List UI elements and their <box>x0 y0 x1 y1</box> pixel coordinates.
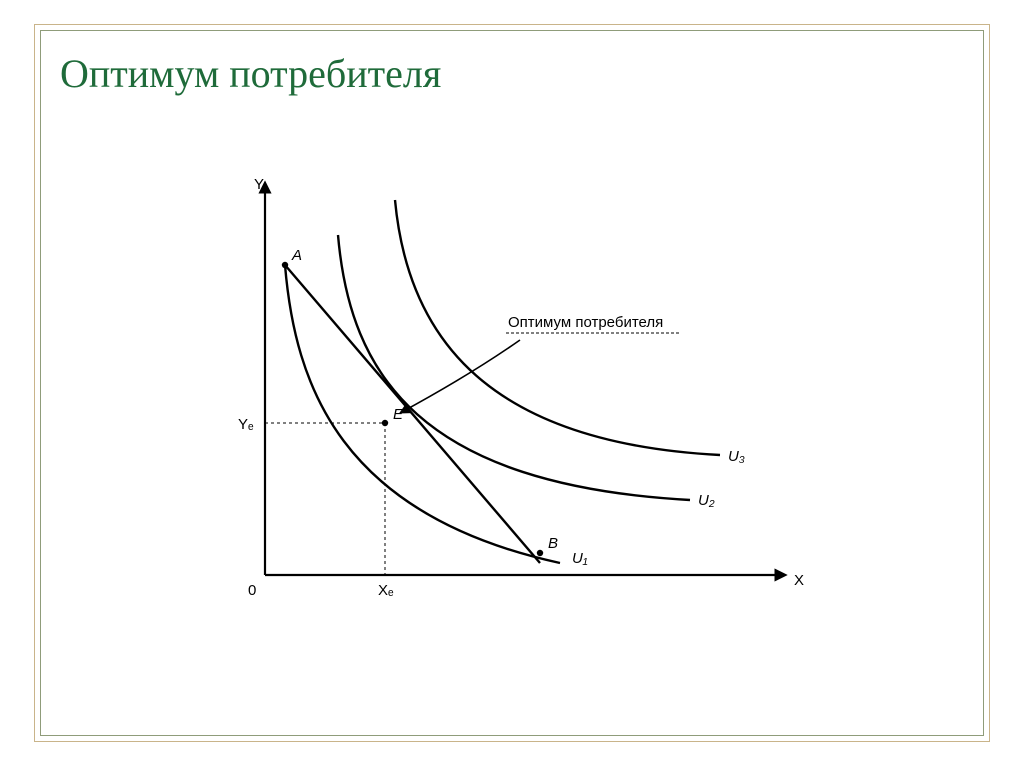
annotation-arrow <box>400 340 520 413</box>
indifference-curve-u1 <box>285 265 560 563</box>
origin-label: 0 <box>248 582 256 599</box>
ye-label: Yₑ <box>238 416 254 433</box>
annotation-text: Оптимум потребителя <box>508 314 663 331</box>
curve-u2-label: U₂ <box>698 492 715 509</box>
consumer-optimum-diagram: Y X 0 A E B Yₑ Xₑ U₁ U₂ U₃ Оптимум потре… <box>190 165 820 615</box>
budget-line <box>285 265 540 563</box>
axis-label-x: X <box>794 572 804 589</box>
curve-u3-label: U₃ <box>728 448 745 465</box>
indifference-curve-u2 <box>338 235 690 500</box>
point-a <box>282 262 288 268</box>
curve-u1-label: U₁ <box>572 550 588 567</box>
point-e <box>382 420 388 426</box>
point-a-label: A <box>291 247 302 264</box>
slide-title: Оптимум потребителя <box>60 50 441 97</box>
axis-label-y: Y <box>254 176 264 193</box>
slide: Оптимум потребителя <box>0 0 1024 767</box>
point-b-label: B <box>548 535 558 552</box>
xe-label: Xₑ <box>378 582 394 599</box>
point-b <box>537 550 543 556</box>
point-e-label: E <box>393 406 404 423</box>
